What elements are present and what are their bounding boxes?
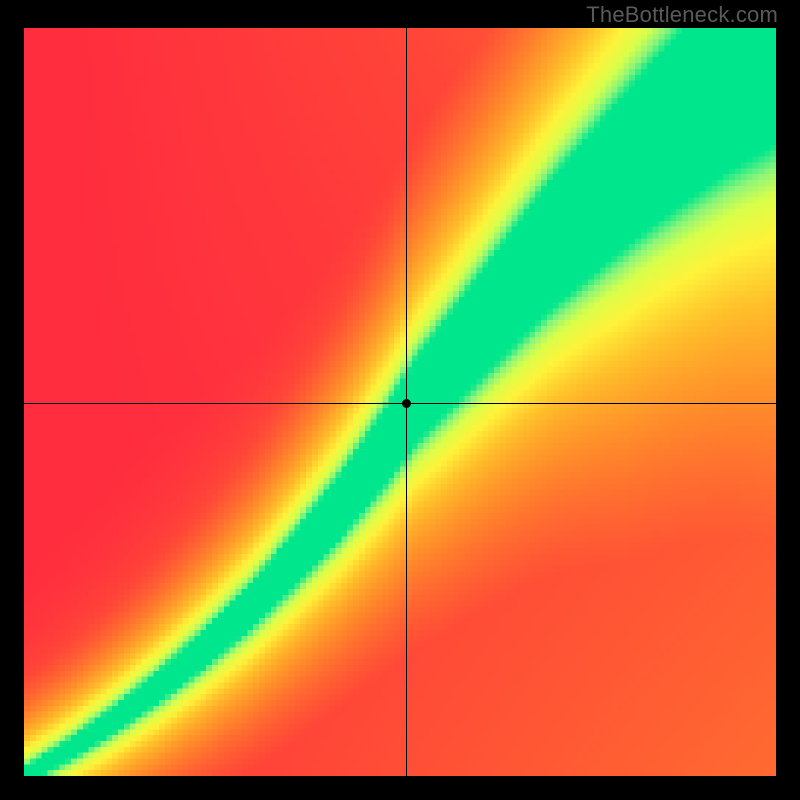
watermark-text: TheBottleneck.com [586, 2, 778, 28]
crosshair-horizontal [24, 403, 776, 404]
crosshair-marker [402, 399, 411, 408]
heatmap-plot [24, 28, 776, 776]
